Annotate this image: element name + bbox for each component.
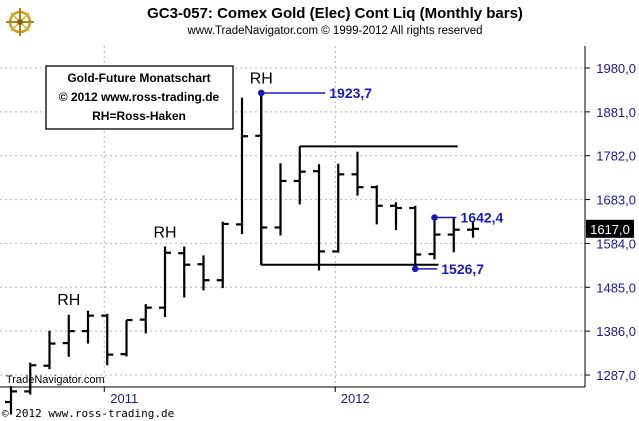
price-bars [5, 93, 479, 415]
current-price-tag: 1617,0 [586, 219, 634, 238]
price-tick-label: 1386,0 [596, 324, 636, 339]
pivot-label: 1923,7 [329, 85, 372, 101]
rh-annotations: RH RH RH [57, 70, 273, 309]
ohlc-bar [428, 218, 441, 260]
tradenavigator-logo-icon [6, 8, 34, 36]
rh-label: RH [57, 292, 80, 309]
time-tick-label: 2011 [110, 391, 138, 406]
ohlc-bar [5, 386, 17, 415]
ohlc-bar [24, 362, 37, 395]
info-box-line-3: RH=Ross-Haken [92, 109, 186, 123]
price-tick-label: 1485,0 [596, 280, 636, 295]
rh-label: RH [250, 70, 273, 87]
ohlc-bar [178, 246, 191, 298]
ohlc-bar [409, 205, 422, 269]
ohlc-bar [43, 330, 56, 370]
time-tick-label: 2012 [341, 391, 370, 406]
ohlc-bar [293, 146, 306, 205]
ohlc-bar [62, 314, 75, 357]
info-box: Gold-Future Monatschart © 2012 www.ross-… [45, 65, 234, 130]
ohlc-bar [370, 185, 383, 225]
pivot-marker: 1642,4 [431, 210, 504, 226]
ohlc-bar [313, 164, 325, 271]
ohlc-bar [120, 318, 133, 357]
info-box-line-1: Gold-Future Monatschart [67, 71, 210, 85]
ohlc-bar [390, 202, 402, 231]
pivot-label: 1526,7 [441, 261, 484, 277]
price-tick-label: 1881,0 [596, 105, 636, 120]
pivot-markers: 1923,7 1642,4 1526,7 [257, 85, 504, 277]
ohlc-bar [467, 222, 479, 238]
ohlc-bar [255, 93, 268, 266]
ohlc-bar [332, 163, 345, 253]
price-tick-label: 1980,0 [596, 61, 636, 76]
pivot-marker: 1526,7 [411, 261, 484, 277]
ohlc-bar [101, 313, 114, 366]
ohlc-bar [216, 221, 229, 289]
chart-subtitle: www.TradeNavigator.com © 1999-2012 All r… [186, 25, 482, 37]
price-axis: 1287,0 1386,0 1485,0 1584,0 1683,0 1782,0 1881… [585, 61, 636, 383]
chart-title: GC3-057: Comex Gold (Elec) Cont Liq (Mon… [147, 5, 523, 22]
ohlc-bar [274, 163, 287, 236]
footer: © 2012 www.ross-trading.de [2, 407, 174, 420]
ohlc-bar [447, 217, 460, 253]
pivot-marker: 1923,7 [257, 85, 372, 101]
ohlc-bar [351, 151, 364, 196]
pivot-label: 1642,4 [461, 210, 504, 226]
price-tick-label: 1287,0 [596, 368, 636, 383]
ohlc-bar [139, 304, 152, 334]
price-tick-label: 1683,0 [596, 193, 636, 208]
price-tick-label: 1782,0 [596, 149, 636, 164]
rh-label: RH [153, 224, 176, 241]
ohlc-bar [197, 255, 210, 291]
ohlc-bar [82, 310, 94, 344]
info-box-line-2: © 2012 www.ross-trading.de [59, 90, 220, 104]
watermark: TradeNavigator.com [6, 374, 105, 386]
current-price-label: 1617,0 [590, 222, 630, 237]
ohlc-bar [236, 97, 248, 235]
ohlc-bar [159, 246, 171, 317]
current-price-background [586, 219, 634, 238]
price-tick-label: 1584,0 [596, 236, 636, 251]
time-axis: 2011 2012 [103, 387, 370, 406]
